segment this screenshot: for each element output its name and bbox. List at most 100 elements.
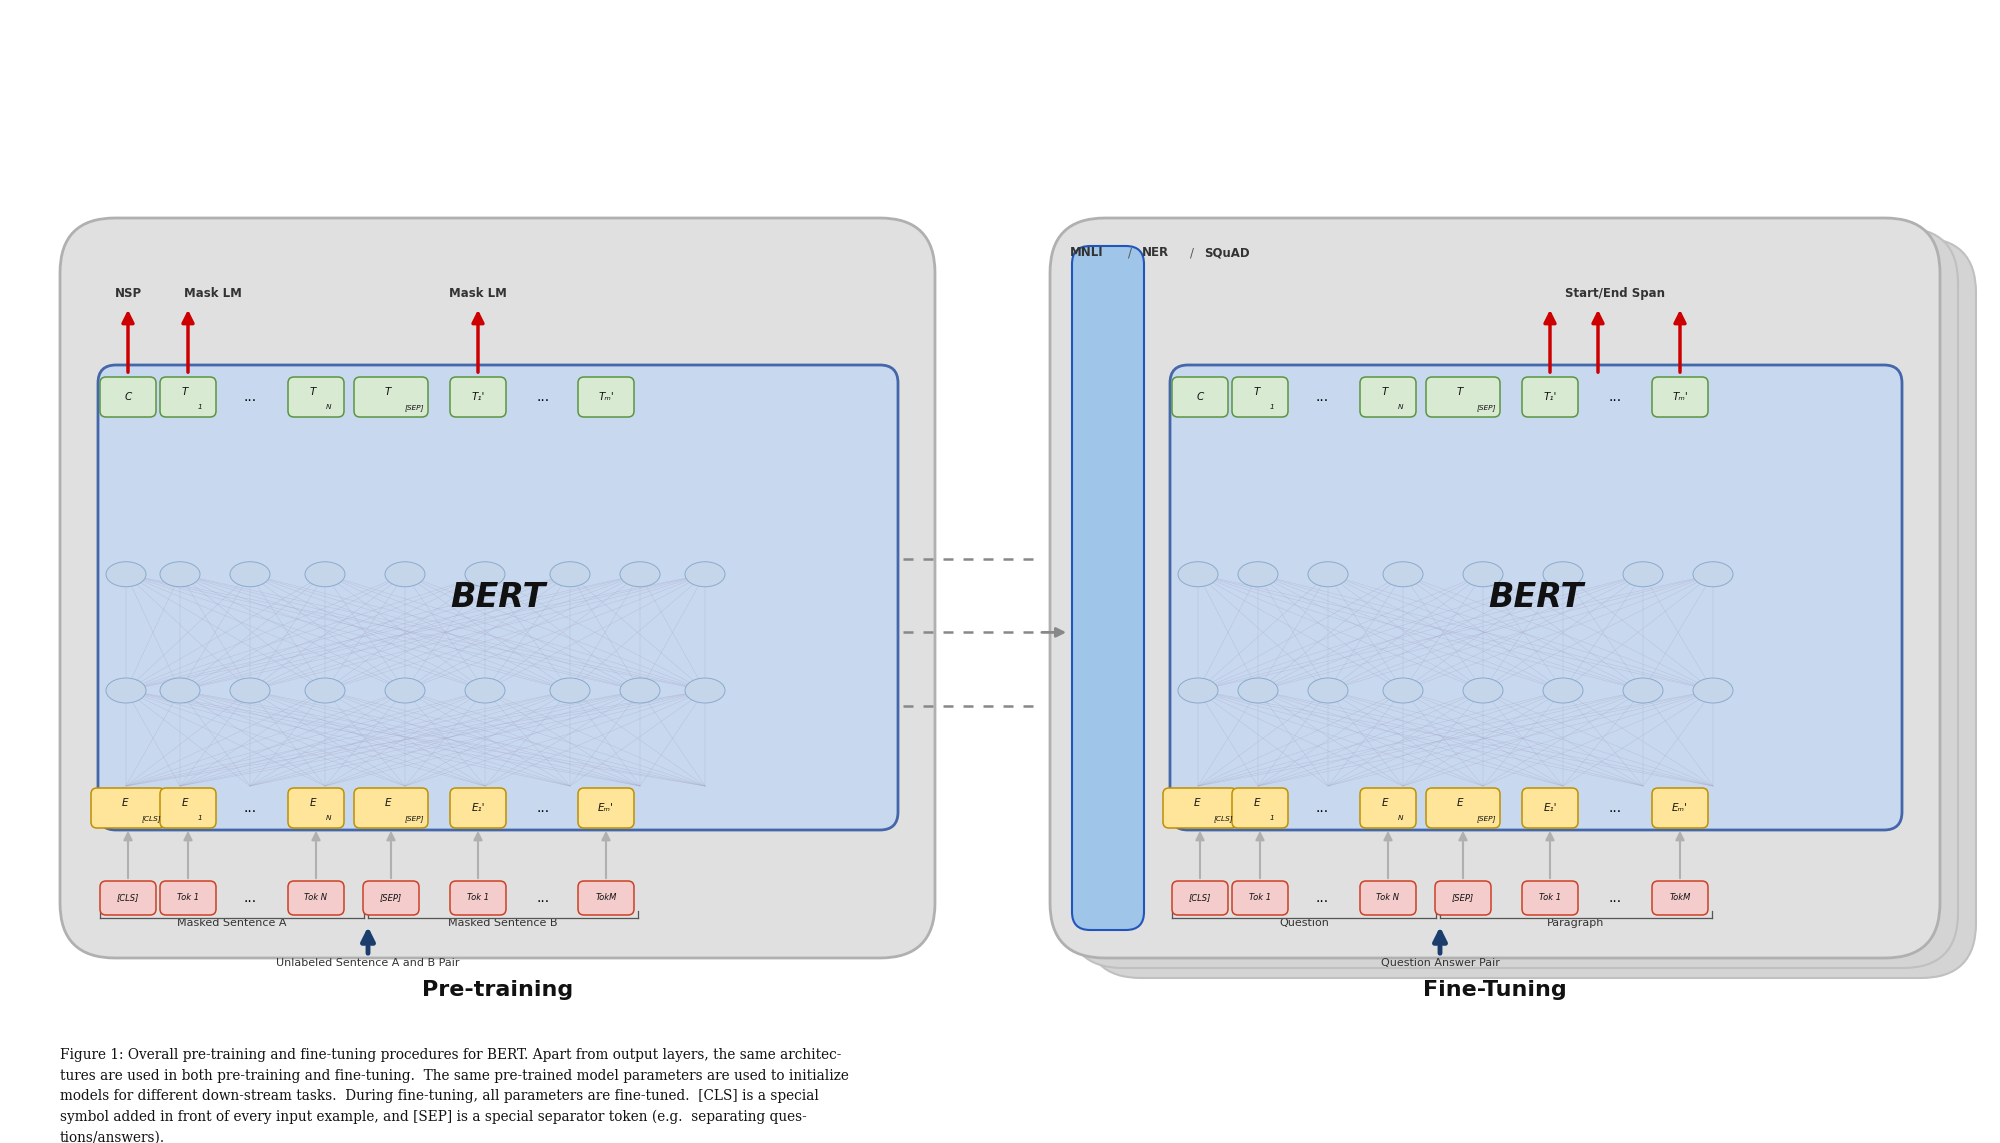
Text: E: E [182, 799, 188, 808]
Text: 1: 1 [1270, 405, 1274, 410]
FancyBboxPatch shape [60, 218, 936, 958]
Text: Tok 1: Tok 1 [1248, 894, 1272, 903]
FancyBboxPatch shape [1652, 377, 1708, 417]
Text: MNLI: MNLI [1070, 246, 1104, 259]
FancyBboxPatch shape [1232, 377, 1288, 417]
FancyBboxPatch shape [98, 365, 898, 830]
Ellipse shape [1238, 678, 1278, 703]
FancyBboxPatch shape [160, 377, 216, 417]
Text: Tₘ': Tₘ' [598, 392, 614, 402]
FancyBboxPatch shape [1068, 227, 1958, 968]
Text: Paragraph: Paragraph [1548, 918, 1604, 928]
FancyBboxPatch shape [1426, 377, 1500, 417]
Text: TokM: TokM [596, 894, 616, 903]
Text: /: / [1190, 246, 1194, 259]
FancyBboxPatch shape [354, 788, 428, 828]
Text: Mask LM: Mask LM [450, 287, 506, 299]
Text: E: E [1194, 799, 1200, 808]
Text: E: E [1456, 799, 1464, 808]
Text: ...: ... [536, 390, 550, 403]
Text: T: T [384, 387, 392, 398]
FancyBboxPatch shape [450, 881, 506, 916]
Ellipse shape [230, 678, 270, 703]
FancyBboxPatch shape [288, 788, 344, 828]
Ellipse shape [160, 678, 200, 703]
Text: NSP: NSP [114, 287, 142, 299]
Text: ...: ... [1608, 892, 1622, 905]
Ellipse shape [1384, 561, 1424, 586]
Ellipse shape [384, 678, 424, 703]
Text: T₁': T₁' [1544, 392, 1556, 402]
Text: Masked Sentence B: Masked Sentence B [448, 918, 558, 928]
Text: ...: ... [244, 892, 256, 905]
FancyBboxPatch shape [288, 881, 344, 916]
Ellipse shape [1544, 561, 1584, 586]
Text: N: N [326, 405, 332, 410]
Text: 1: 1 [198, 405, 202, 410]
FancyBboxPatch shape [578, 881, 634, 916]
Text: [SEP]: [SEP] [404, 815, 424, 822]
Ellipse shape [1308, 678, 1348, 703]
Text: Fine-Tuning: Fine-Tuning [1424, 980, 1566, 1000]
FancyBboxPatch shape [1522, 881, 1578, 916]
Ellipse shape [304, 561, 346, 586]
Text: Tok N: Tok N [304, 894, 328, 903]
Text: Tok 1: Tok 1 [1538, 894, 1562, 903]
FancyBboxPatch shape [92, 788, 164, 828]
Text: SQuAD: SQuAD [1204, 246, 1250, 259]
FancyBboxPatch shape [100, 881, 156, 916]
Text: E: E [384, 799, 392, 808]
Text: T: T [310, 387, 316, 398]
FancyBboxPatch shape [100, 377, 156, 417]
Text: T: T [182, 387, 188, 398]
Text: Tₘ': Tₘ' [1672, 392, 1688, 402]
FancyBboxPatch shape [578, 788, 634, 828]
FancyBboxPatch shape [1164, 788, 1236, 828]
Text: ...: ... [244, 801, 256, 815]
Text: [CLS]: [CLS] [1188, 894, 1212, 903]
Text: Unlabeled Sentence A and B Pair: Unlabeled Sentence A and B Pair [276, 958, 460, 968]
FancyBboxPatch shape [288, 377, 344, 417]
Ellipse shape [1462, 678, 1504, 703]
Text: [CLS]: [CLS] [116, 894, 140, 903]
Text: E: E [122, 799, 128, 808]
Text: ...: ... [536, 892, 550, 905]
Text: Figure 1: Overall pre-training and fine-tuning procedures for BERT. Apart from o: Figure 1: Overall pre-training and fine-… [60, 1048, 848, 1143]
Ellipse shape [106, 561, 146, 586]
Text: [SEP]: [SEP] [404, 405, 424, 411]
Text: Question: Question [1280, 918, 1328, 928]
FancyBboxPatch shape [1652, 881, 1708, 916]
Text: N: N [1398, 815, 1404, 822]
FancyBboxPatch shape [1172, 881, 1228, 916]
FancyBboxPatch shape [1522, 377, 1578, 417]
Text: TokM: TokM [1670, 894, 1690, 903]
Text: 1: 1 [198, 815, 202, 822]
Text: [SEP]: [SEP] [380, 894, 402, 903]
Text: [SEP]: [SEP] [1476, 405, 1496, 411]
FancyBboxPatch shape [450, 377, 506, 417]
Ellipse shape [1692, 561, 1732, 586]
Ellipse shape [686, 561, 726, 586]
FancyBboxPatch shape [160, 881, 216, 916]
FancyBboxPatch shape [1426, 788, 1500, 828]
Ellipse shape [230, 561, 270, 586]
FancyBboxPatch shape [1232, 788, 1288, 828]
Text: N: N [1398, 405, 1404, 410]
FancyBboxPatch shape [1072, 246, 1144, 930]
Text: T: T [1382, 387, 1388, 398]
Text: E: E [310, 799, 316, 808]
Ellipse shape [304, 678, 346, 703]
Ellipse shape [1462, 561, 1504, 586]
Ellipse shape [1178, 561, 1218, 586]
Ellipse shape [160, 561, 200, 586]
Ellipse shape [1308, 561, 1348, 586]
Text: /: / [1128, 246, 1132, 259]
Ellipse shape [1384, 678, 1424, 703]
Ellipse shape [620, 561, 660, 586]
FancyBboxPatch shape [1232, 881, 1288, 916]
Ellipse shape [1544, 678, 1584, 703]
FancyBboxPatch shape [1172, 377, 1228, 417]
FancyBboxPatch shape [160, 788, 216, 828]
Ellipse shape [1624, 561, 1664, 586]
Text: T: T [1456, 387, 1464, 398]
